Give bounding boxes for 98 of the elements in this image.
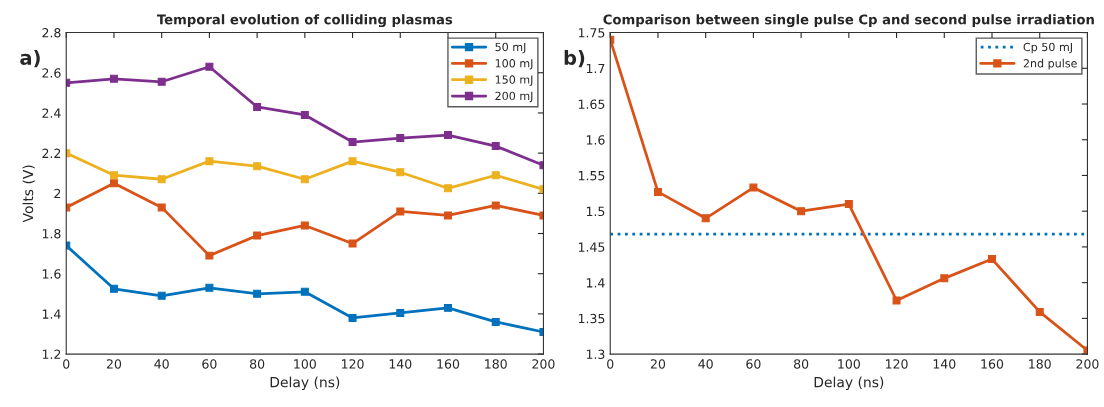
point (109, 179, 118, 188)
x-tick-label: 180 (1029, 359, 1051, 369)
point (300, 221, 309, 230)
y-tick-label: 1.4 (586, 278, 605, 288)
x-tick-label: 140 (389, 359, 412, 369)
x-tick-label: 200 (1076, 359, 1099, 369)
text: a) (20, 49, 40, 68)
x-tick-label: 100 (838, 359, 860, 369)
y-axis-title: Volts (V) (22, 165, 35, 223)
y-tick-label: 1.75 (578, 28, 605, 38)
point (253, 231, 262, 240)
point (109, 284, 118, 293)
x-tick-label: 20 (650, 359, 666, 369)
point (253, 102, 262, 111)
point (205, 283, 214, 292)
point (396, 308, 405, 317)
legend-label: 2nd pulse (1023, 58, 1077, 70)
legend-label: 50 mJ (495, 42, 526, 54)
point (396, 168, 405, 177)
x-tick-label: 60 (746, 359, 761, 369)
x-tick-label: 100 (294, 359, 316, 369)
point (300, 175, 309, 184)
point (491, 317, 500, 326)
y-tick-label: 1.3 (586, 349, 605, 360)
point (157, 203, 166, 212)
x-tick-label: 80 (250, 359, 265, 369)
y-tick-label: 2.4 (42, 108, 61, 118)
point (444, 131, 452, 140)
point (444, 303, 452, 312)
x-axis-title: Delay (ns) (814, 376, 884, 391)
point (300, 110, 309, 119)
x-tick-label: 40 (154, 359, 169, 369)
point (444, 211, 452, 220)
chart-title: Comparison between single pulse Cp and second pulse irradiation (603, 14, 1094, 28)
point (300, 287, 309, 296)
point (1035, 307, 1044, 316)
point (348, 138, 357, 147)
y-tick-label: 1.55 (578, 171, 605, 181)
x-tick-label: 160 (437, 359, 460, 369)
x-tick-label: 120 (342, 359, 364, 369)
y-tick-label: 2.2 (42, 148, 61, 158)
point (348, 239, 357, 248)
point (253, 162, 262, 171)
point (205, 62, 214, 71)
x-tick-label: 160 (981, 359, 1004, 369)
x-tick-label: 140 (933, 359, 956, 369)
point (444, 184, 452, 193)
y-tick-label: 2.8 (42, 28, 61, 38)
y-tick-label: 1.5 (586, 206, 605, 217)
y-tick-label: 1.65 (578, 99, 605, 109)
point (109, 74, 118, 83)
x-tick-label: 180 (485, 359, 507, 369)
text: b) (564, 49, 585, 68)
y-tick-label: 1.35 (578, 313, 605, 324)
y-tick-label: 1.4 (42, 309, 61, 319)
point (749, 183, 758, 192)
x-tick-label: 0 (607, 359, 614, 369)
x-tick-label: 200 (532, 359, 555, 369)
y-tick-label: 2.6 (42, 68, 61, 78)
point (396, 134, 405, 143)
x-tick-label: 40 (698, 359, 713, 369)
y-tick-label: 1.6 (42, 269, 61, 279)
y-tick-label: 1.8 (42, 228, 61, 239)
point (491, 142, 500, 151)
point (348, 313, 357, 322)
point (940, 274, 949, 283)
x-tick-label: 0 (63, 359, 70, 369)
point (491, 171, 500, 180)
y-tick-label: 1.6 (586, 135, 605, 145)
legend-label: 150 mJ (495, 75, 533, 86)
y-tick-label: 1.45 (578, 242, 605, 252)
point (491, 201, 500, 210)
point (348, 157, 357, 166)
x-axis-title: Delay (ns) (270, 376, 340, 391)
point (253, 289, 262, 298)
point (205, 157, 214, 166)
x-tick-label: 120 (886, 359, 908, 369)
y-tick-label: 1.2 (42, 349, 61, 359)
point (157, 77, 166, 86)
y-tick-label: 2 (54, 188, 61, 199)
point (797, 207, 806, 216)
point (653, 187, 662, 196)
point (701, 214, 710, 223)
chart-title: Temporal evolution of colliding plasmas (156, 14, 453, 28)
x-tick-label: 80 (794, 359, 809, 369)
legend-label: Cp 50 mJ (1023, 42, 1072, 54)
point (205, 251, 214, 260)
y-tick-label: 1.7 (586, 63, 605, 74)
x-tick-label: 20 (106, 359, 122, 369)
legend-label: 100 mJ (495, 59, 533, 70)
legend-label: 200 mJ (495, 91, 533, 103)
point (109, 171, 118, 180)
x-tick-label: 60 (202, 359, 217, 369)
point (157, 175, 166, 184)
point (157, 291, 166, 300)
point (844, 200, 853, 209)
point (988, 255, 996, 264)
point (396, 207, 405, 216)
